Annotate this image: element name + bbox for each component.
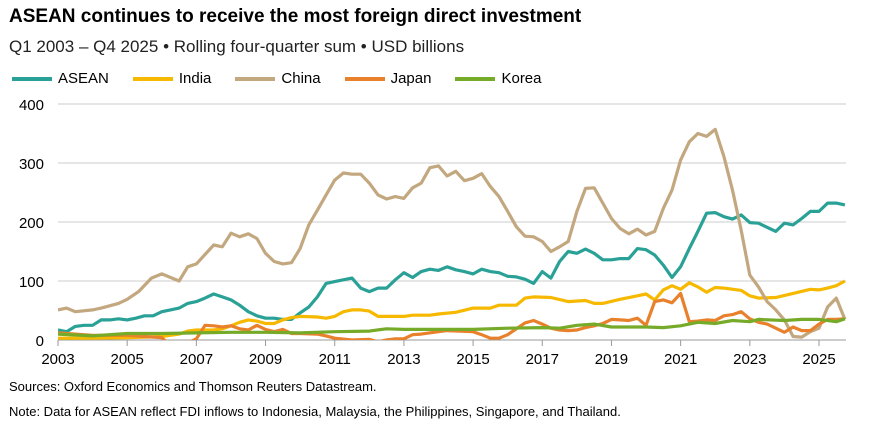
- legend-swatch: [344, 76, 385, 81]
- series-line-japan: [58, 291, 846, 340]
- legend-item-japan: Japan: [344, 70, 432, 87]
- sources-note: Sources: Oxford Economics and Thomson Re…: [9, 379, 377, 394]
- chart-subtitle: Q1 2003 – Q4 2025 • Rolling four-quarter…: [9, 37, 465, 56]
- x-tick-label: 2005: [110, 351, 143, 368]
- legend-label: Japan: [390, 70, 432, 87]
- x-tick-label: 2015: [456, 351, 489, 368]
- legend-label: India: [178, 70, 212, 87]
- footnote: Note: Data for ASEAN reflect FDI inflows…: [9, 404, 621, 419]
- x-tick-label: 2017: [526, 351, 559, 368]
- y-tick-label: 400: [19, 97, 44, 114]
- legend-swatch: [455, 76, 496, 81]
- x-tick-label: 2009: [249, 351, 282, 368]
- x-tick-label: 2019: [595, 351, 628, 368]
- x-tick-label: 2013: [387, 351, 420, 368]
- legend: ASEAN India China Japan Korea: [12, 70, 566, 87]
- legend-item-asean: ASEAN: [12, 70, 109, 87]
- legend-swatch: [235, 76, 276, 81]
- y-tick-label: 0: [36, 333, 44, 350]
- legend-item-korea: Korea: [455, 70, 542, 87]
- legend-label: ASEAN: [58, 70, 109, 87]
- legend-label: Korea: [501, 70, 542, 87]
- x-tick-label: 2007: [180, 351, 213, 368]
- legend-item-india: India: [132, 70, 212, 87]
- series-line-india: [58, 279, 846, 340]
- chart-title: ASEAN continues to receive the most fore…: [9, 6, 582, 27]
- y-tick-label: 100: [19, 274, 44, 291]
- y-tick-label: 300: [19, 156, 44, 173]
- x-tick-label: 2003: [41, 351, 74, 368]
- x-tick-label: 2025: [802, 351, 835, 368]
- series-line-china: [58, 127, 847, 339]
- x-tick-label: 2023: [733, 351, 766, 368]
- x-tick-label: 2021: [664, 351, 697, 368]
- series-line-asean: [58, 201, 846, 334]
- legend-swatch: [132, 76, 173, 81]
- legend-item-china: China: [235, 70, 321, 87]
- legend-label: China: [281, 70, 321, 87]
- x-tick-label: 2011: [319, 351, 351, 368]
- series-line-korea: [58, 317, 846, 338]
- y-tick-label: 200: [19, 215, 44, 232]
- legend-swatch: [12, 76, 52, 81]
